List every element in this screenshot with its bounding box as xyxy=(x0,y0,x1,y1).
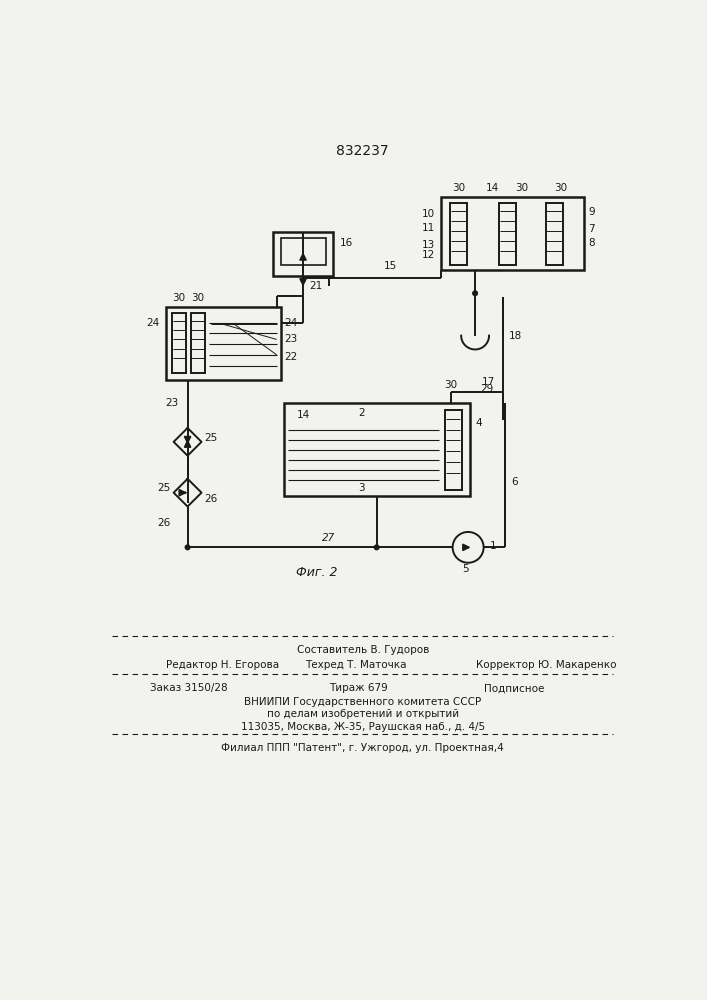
Text: 24: 24 xyxy=(146,318,160,328)
Text: 30: 30 xyxy=(554,183,567,193)
Text: 30: 30 xyxy=(445,380,457,390)
Text: 2: 2 xyxy=(358,408,365,418)
Text: 17: 17 xyxy=(482,377,495,387)
Text: 30: 30 xyxy=(452,183,465,193)
Text: 10: 10 xyxy=(421,209,435,219)
Text: 3: 3 xyxy=(358,483,365,493)
Text: 30: 30 xyxy=(515,183,528,193)
Bar xyxy=(445,410,462,490)
Text: 22: 22 xyxy=(284,352,298,362)
Bar xyxy=(450,203,467,265)
Text: Филиал ППП "Патент", г. Ужгород, ул. Проектная,4: Филиал ППП "Патент", г. Ужгород, ул. Про… xyxy=(221,743,504,753)
Bar xyxy=(273,232,333,276)
Bar xyxy=(499,203,516,265)
Text: Редактор Н. Егорова: Редактор Н. Егорова xyxy=(166,660,279,670)
Text: 4: 4 xyxy=(476,418,482,428)
Text: 30: 30 xyxy=(191,293,204,303)
Bar xyxy=(281,238,325,265)
Text: 16: 16 xyxy=(339,238,353,248)
Bar xyxy=(546,203,563,265)
Bar xyxy=(441,197,585,270)
Text: 5: 5 xyxy=(462,564,469,574)
Text: Корректор Ю. Макаренко: Корректор Ю. Макаренко xyxy=(476,660,617,670)
Text: 26: 26 xyxy=(157,518,170,528)
Text: 24: 24 xyxy=(284,318,298,328)
Text: Подписное: Подписное xyxy=(484,683,544,693)
Text: 25: 25 xyxy=(204,433,218,443)
Bar xyxy=(166,307,281,380)
Text: 25: 25 xyxy=(157,483,170,493)
Circle shape xyxy=(185,545,190,550)
Text: Фиг. 2: Фиг. 2 xyxy=(296,566,338,579)
Text: 23: 23 xyxy=(284,334,298,344)
Text: 11: 11 xyxy=(421,223,435,233)
Text: 7: 7 xyxy=(588,224,595,234)
Text: Составитель В. Гудоров: Составитель В. Гудоров xyxy=(296,645,429,655)
Text: по делам изобретений и открытий: по делам изобретений и открытий xyxy=(267,709,459,719)
Text: 29: 29 xyxy=(481,384,493,394)
Text: 14: 14 xyxy=(296,410,310,420)
Text: Заказ 3150/28: Заказ 3150/28 xyxy=(151,683,228,693)
Text: 30: 30 xyxy=(173,293,186,303)
Text: 113035, Москва, Ж-35, Раушская наб., д. 4/5: 113035, Москва, Ж-35, Раушская наб., д. … xyxy=(240,722,485,732)
Text: 8: 8 xyxy=(588,238,595,248)
Text: 26: 26 xyxy=(204,494,218,504)
Text: 12: 12 xyxy=(421,250,435,260)
Bar xyxy=(284,403,469,496)
Text: 18: 18 xyxy=(509,331,522,341)
Text: 21: 21 xyxy=(309,281,322,291)
Text: 27: 27 xyxy=(322,533,335,543)
Text: 23: 23 xyxy=(165,398,178,408)
Text: 9: 9 xyxy=(588,207,595,217)
Text: Тираж 679: Тираж 679 xyxy=(329,683,387,693)
Bar xyxy=(172,313,186,373)
Text: 13: 13 xyxy=(421,240,435,250)
Text: Техред Т. Маточка: Техред Т. Маточка xyxy=(305,660,407,670)
Circle shape xyxy=(473,291,477,296)
Text: 832237: 832237 xyxy=(337,144,389,158)
Bar xyxy=(191,313,204,373)
Text: 1: 1 xyxy=(490,541,496,551)
Text: 15: 15 xyxy=(384,261,397,271)
Text: 6: 6 xyxy=(510,477,518,487)
Circle shape xyxy=(374,545,379,550)
Text: ВНИИПИ Государственного комитета СССР: ВНИИПИ Государственного комитета СССР xyxy=(244,697,481,707)
Text: 14: 14 xyxy=(486,183,500,193)
